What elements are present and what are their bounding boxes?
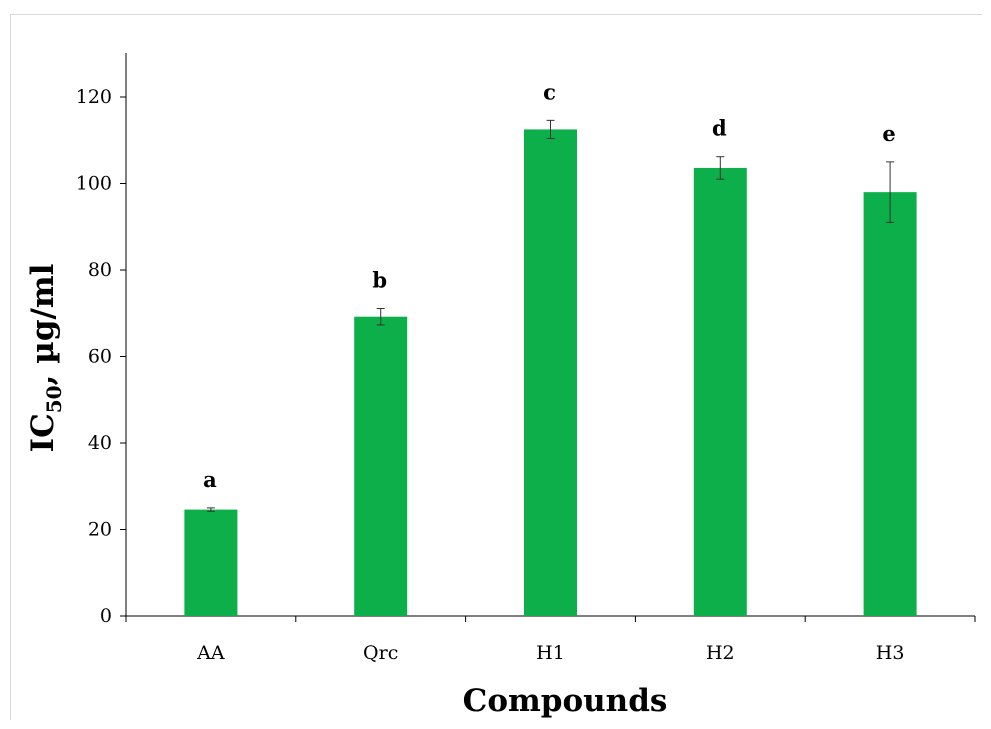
bar xyxy=(693,167,747,616)
y-tick-label: 40 xyxy=(88,432,112,454)
significance-label: c xyxy=(543,79,556,104)
y-tick-label: 60 xyxy=(88,346,112,368)
y-tick-label: 100 xyxy=(76,173,112,195)
x-axis-title: Compounds xyxy=(463,683,668,719)
x-tick-label: H1 xyxy=(536,642,565,664)
significance-label: d xyxy=(712,116,727,141)
x-tick-label: Qrc xyxy=(363,642,398,664)
y-axis-title-rest: , µg/ml xyxy=(25,264,61,386)
y-axis-title-main: IC xyxy=(25,413,61,452)
x-tick-label: H3 xyxy=(876,642,905,664)
bars xyxy=(184,129,917,616)
y-tick-label: 20 xyxy=(88,519,112,541)
error-bars xyxy=(206,119,895,512)
bar xyxy=(354,316,408,616)
y-tick-label: 80 xyxy=(88,259,112,281)
y-axis-title-subscript: 50 xyxy=(42,385,66,413)
x-tick-label: H2 xyxy=(706,642,735,664)
significance-label: e xyxy=(882,121,895,146)
y-tick-label: 120 xyxy=(76,86,112,108)
chart-frame xyxy=(10,14,982,720)
significance-label: b xyxy=(372,267,387,292)
significance-label: a xyxy=(203,467,217,492)
bar xyxy=(863,192,917,616)
significance-labels: a b c d e xyxy=(203,79,896,492)
y-tick-label: 0 xyxy=(100,605,112,627)
bar xyxy=(184,509,238,616)
x-tick-label: AA xyxy=(196,642,225,664)
x-ticks: AA Qrc H1 H2 H3 xyxy=(125,616,976,664)
y-axis-title: IC50, µg/ml xyxy=(25,264,66,453)
y-ticks: 0 20 40 60 80 100 120 xyxy=(76,86,126,627)
bar xyxy=(524,129,577,616)
